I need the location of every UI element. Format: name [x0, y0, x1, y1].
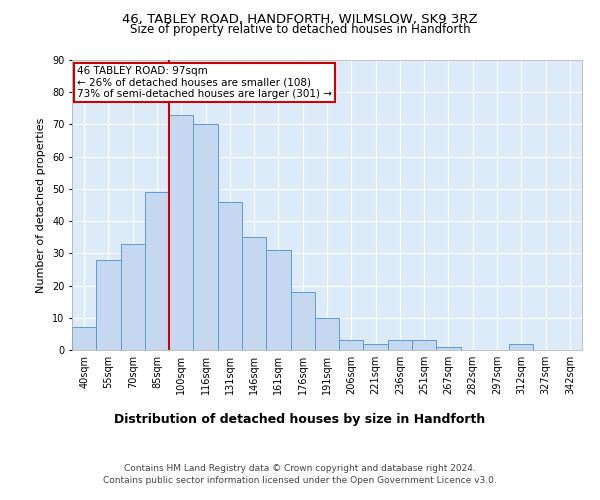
Bar — [364, 344, 388, 350]
Bar — [193, 124, 218, 350]
Text: 46 TABLEY ROAD: 97sqm
← 26% of detached houses are smaller (108)
73% of semi-det: 46 TABLEY ROAD: 97sqm ← 26% of detached … — [77, 66, 332, 99]
Bar — [436, 347, 461, 350]
Text: 46, TABLEY ROAD, HANDFORTH, WILMSLOW, SK9 3RZ: 46, TABLEY ROAD, HANDFORTH, WILMSLOW, SK… — [122, 12, 478, 26]
Bar — [266, 250, 290, 350]
Bar — [218, 202, 242, 350]
Bar — [290, 292, 315, 350]
Bar — [121, 244, 145, 350]
Bar — [72, 328, 96, 350]
Bar — [169, 115, 193, 350]
Text: Distribution of detached houses by size in Handforth: Distribution of detached houses by size … — [115, 412, 485, 426]
Bar — [412, 340, 436, 350]
Bar — [145, 192, 169, 350]
Bar — [315, 318, 339, 350]
Bar — [339, 340, 364, 350]
Text: Size of property relative to detached houses in Handforth: Size of property relative to detached ho… — [130, 22, 470, 36]
Bar — [388, 340, 412, 350]
Bar — [242, 237, 266, 350]
Text: Contains public sector information licensed under the Open Government Licence v3: Contains public sector information licen… — [103, 476, 497, 485]
Bar — [96, 260, 121, 350]
Y-axis label: Number of detached properties: Number of detached properties — [37, 118, 46, 292]
Text: Contains HM Land Registry data © Crown copyright and database right 2024.: Contains HM Land Registry data © Crown c… — [124, 464, 476, 473]
Bar — [509, 344, 533, 350]
